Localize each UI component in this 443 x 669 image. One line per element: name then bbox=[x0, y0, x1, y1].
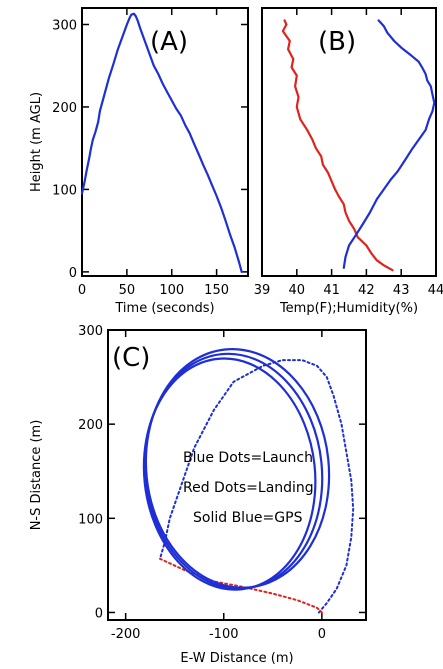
x-tick-label: 0 bbox=[318, 627, 326, 642]
panel-b-ticks: 39 40 41 42 43 44 bbox=[254, 8, 443, 298]
y-tick-label: 300 bbox=[52, 18, 77, 33]
x-tick-label: 150 bbox=[204, 283, 229, 298]
panel-c-label: (C) bbox=[112, 343, 150, 373]
panel-a: 0 50 100 150 0 100 200 300 (A) Time (seconds) H… bbox=[29, 7, 249, 316]
x-tick-label: 100 bbox=[159, 283, 184, 298]
y-tick-label: 200 bbox=[78, 418, 103, 433]
panel-c-series bbox=[142, 348, 355, 614]
x-tick-label: 41 bbox=[323, 283, 340, 298]
panel-b-xlabel: Temp(F);Humidity(%) bbox=[279, 301, 418, 316]
y-tick-label: 100 bbox=[78, 512, 103, 527]
panel-b-label: (B) bbox=[318, 27, 356, 57]
panel-a-xlabel: Time (seconds) bbox=[114, 301, 214, 316]
x-tick-label: 44 bbox=[428, 283, 443, 298]
panel-a-frame bbox=[81, 7, 249, 277]
x-tick-label: 39 bbox=[254, 283, 271, 298]
x-tick-label: 43 bbox=[393, 283, 410, 298]
x-tick-label: 42 bbox=[358, 283, 375, 298]
panel-c-ticks: -200 -100 0 0 100 200 300 bbox=[78, 324, 366, 642]
series-line-2 bbox=[342, 19, 436, 269]
y-tick-label: 0 bbox=[95, 606, 103, 621]
x-tick-label: 40 bbox=[289, 283, 306, 298]
panel-a-series bbox=[80, 12, 243, 273]
panel-c-xlabel: E-W Distance (m) bbox=[180, 651, 293, 666]
panel-a-ylabel: Height (m AGL) bbox=[29, 92, 44, 192]
panel-c-annotation-gps: Solid Blue=GPS bbox=[193, 510, 303, 526]
x-tick-label: 0 bbox=[78, 283, 86, 298]
panel-c: -200 -100 0 0 100 200 300 (C) Blue Dots=Launch… bbox=[29, 324, 367, 666]
series-line-1 bbox=[159, 359, 355, 614]
panel-b-series bbox=[281, 19, 436, 272]
x-tick-label: 50 bbox=[119, 283, 136, 298]
gps-loop-turn-3 bbox=[144, 348, 331, 589]
panel-c-annotation-launch: Blue Dots=Launch bbox=[183, 450, 313, 466]
panel-c-annotation-landing: Red Dots=Landing bbox=[183, 480, 314, 496]
panel-a-grid-ticks: 0 50 100 150 0 100 200 300 bbox=[52, 8, 248, 298]
panel-a-label: (A) bbox=[150, 27, 188, 57]
panel-b: 39 40 41 42 43 44 (B) Temp(F);Humidity(%) bbox=[254, 7, 443, 316]
x-tick-label: -200 bbox=[111, 627, 141, 642]
x-tick-label: -100 bbox=[209, 627, 239, 642]
series-line-1 bbox=[281, 19, 394, 272]
series-line-1 bbox=[80, 12, 243, 273]
y-tick-label: 300 bbox=[78, 324, 103, 339]
y-tick-label: 0 bbox=[69, 266, 77, 281]
y-tick-label: 100 bbox=[52, 183, 77, 198]
y-tick-label: 200 bbox=[52, 101, 77, 116]
panel-c-ylabel: N-S Distance (m) bbox=[29, 420, 44, 531]
